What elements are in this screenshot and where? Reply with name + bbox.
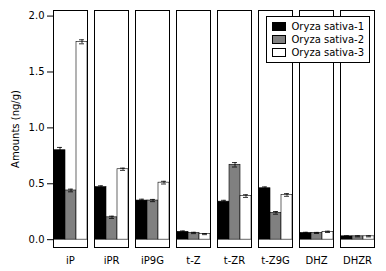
svg-text:2.0: 2.0 xyxy=(29,10,45,21)
svg-text:t-ZR: t-ZR xyxy=(224,255,245,266)
svg-text:iPR: iPR xyxy=(104,255,120,266)
svg-text:0.5: 0.5 xyxy=(29,178,45,189)
svg-text:1.0: 1.0 xyxy=(29,122,45,133)
svg-text:Amounts (ng/g): Amounts (ng/g) xyxy=(10,90,21,168)
svg-text:0.0: 0.0 xyxy=(29,234,45,245)
html-text:Oryza sativa-2: Oryza sativa-2 xyxy=(291,34,364,45)
svg-text:DHZ: DHZ xyxy=(305,255,327,266)
svg-text:t-Z9G: t-Z9G xyxy=(261,255,290,266)
svg-text:iP9G: iP9G xyxy=(141,255,164,266)
html-text:Oryza sativa-3: Oryza sativa-3 xyxy=(291,47,364,58)
svg-text:t-Z: t-Z xyxy=(186,255,201,266)
svg-text:1.5: 1.5 xyxy=(29,66,45,77)
svg-text:iP: iP xyxy=(66,255,75,266)
svg-text:DHZR: DHZR xyxy=(343,255,372,266)
html-text:Oryza sativa-1: Oryza sativa-1 xyxy=(291,21,364,32)
